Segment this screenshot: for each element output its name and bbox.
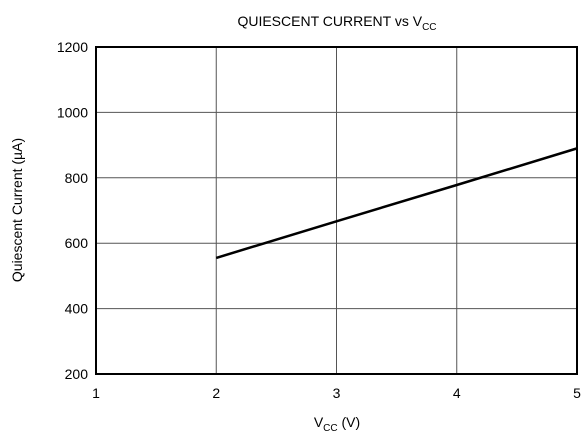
y-tick-label: 200 (65, 366, 89, 382)
y-tick-label: 600 (65, 235, 89, 251)
y-tick-label: 400 (65, 301, 89, 317)
x-tick-label: 4 (453, 385, 461, 401)
data-line (215, 147, 578, 260)
x-tick-label: 2 (212, 385, 220, 401)
plot-frame (95, 46, 578, 375)
x-tick-label: 1 (92, 385, 100, 401)
y-axis-label: Quiescent Current (µA) (9, 138, 25, 282)
y-tick-label: 800 (65, 170, 89, 186)
title-main: QUIESCENT CURRENT vs V (237, 13, 422, 29)
x-tick-label: 5 (573, 385, 581, 401)
xlabel-unit: (V) (338, 414, 361, 430)
x-tick-label: 3 (333, 385, 341, 401)
y-tick-label: 1200 (57, 39, 88, 55)
chart-title: QUIESCENT CURRENT vs VCC (237, 13, 436, 33)
x-axis-label: VCC (V) (314, 414, 360, 434)
y-tick-label: 1000 (57, 104, 88, 120)
xlabel-subscript: CC (323, 423, 337, 434)
xlabel-main: V (314, 414, 324, 430)
title-subscript: CC (422, 22, 436, 33)
